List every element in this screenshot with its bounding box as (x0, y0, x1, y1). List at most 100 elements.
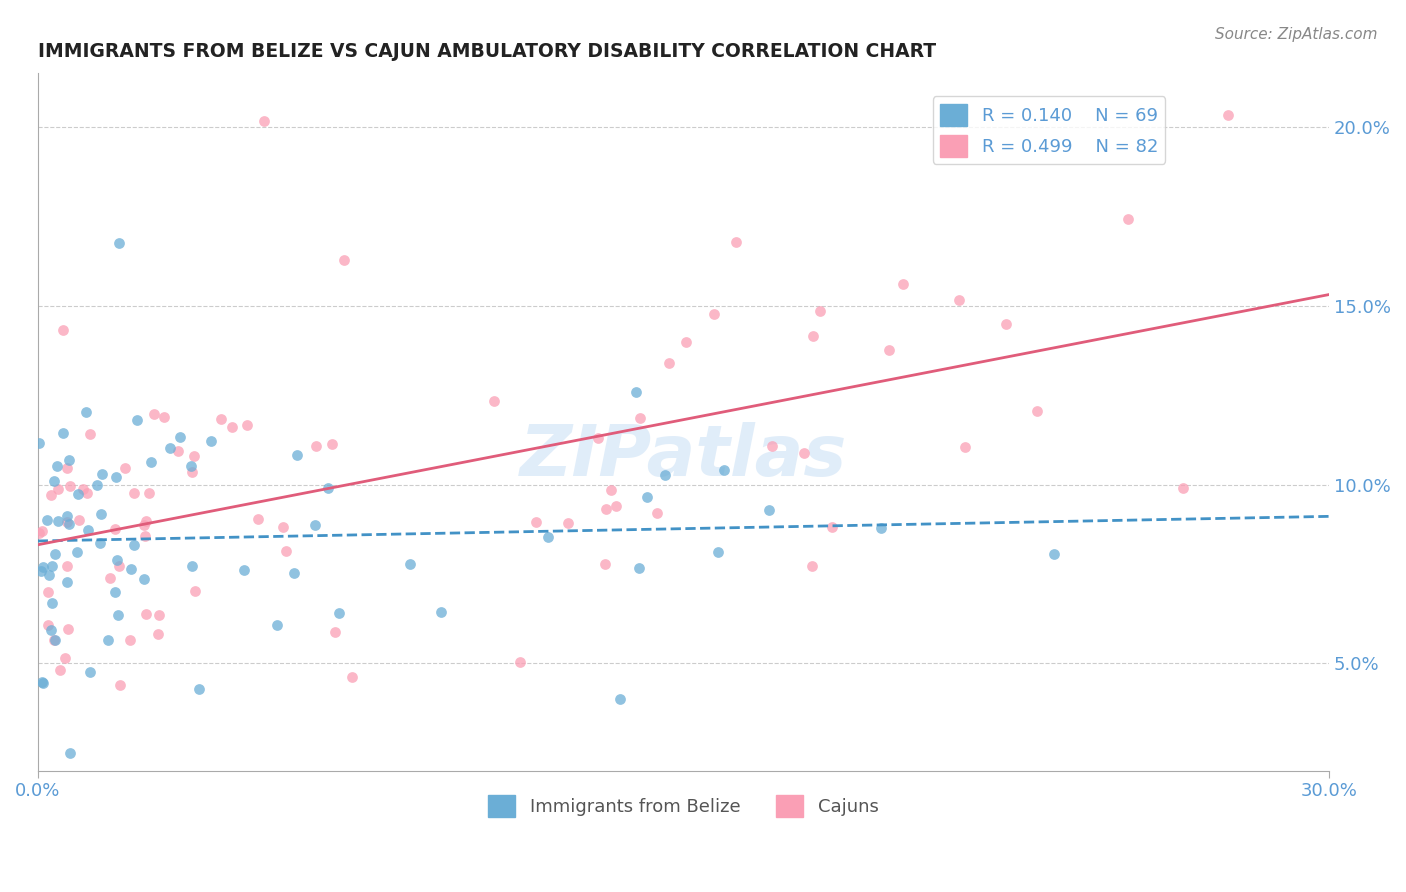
Point (142, 407, 165, 421)
Point (138, 485, 160, 500)
Point (132, 573, 155, 587)
Point (274, 544, 297, 558)
Point (658, 356, 681, 370)
Point (35, 513, 58, 527)
Point (1171, 481, 1194, 495)
Point (58, 516, 80, 531)
Point (181, 559, 204, 574)
Point (187, 682, 209, 697)
Point (52, 323, 75, 337)
Text: ZIPatlas: ZIPatlas (520, 423, 846, 491)
Point (626, 384, 648, 399)
Point (89, 536, 111, 550)
Point (134, 529, 156, 543)
Point (59, 479, 82, 493)
Point (107, 607, 129, 622)
Text: Source: ZipAtlas.com: Source: ZipAtlas.com (1215, 27, 1378, 42)
Point (283, 566, 305, 580)
Point (877, 343, 900, 357)
Point (90, 467, 112, 481)
Point (557, 516, 579, 531)
Point (44, 633, 66, 648)
Point (49, 663, 72, 677)
Point (266, 617, 288, 632)
Point (42, 633, 65, 648)
Point (304, 517, 326, 532)
Point (1025, 404, 1047, 418)
Point (118, 632, 141, 647)
Point (104, 522, 127, 536)
Point (209, 412, 232, 426)
Point (953, 440, 976, 454)
Point (600, 483, 623, 497)
Point (707, 544, 730, 558)
Point (28, 435, 51, 450)
Point (76, 485, 98, 500)
Point (180, 458, 202, 473)
Point (148, 607, 170, 622)
Point (56, 575, 79, 590)
Point (56, 460, 79, 475)
Point (803, 329, 825, 343)
Point (430, 605, 453, 619)
Point (139, 455, 162, 469)
Point (72, 482, 94, 496)
Point (1042, 548, 1064, 562)
Point (122, 538, 145, 552)
Point (67, 487, 90, 501)
Point (146, 627, 169, 641)
Point (135, 607, 157, 621)
Point (316, 481, 339, 495)
Point (79, 426, 101, 441)
Point (595, 502, 617, 516)
Point (38, 568, 60, 582)
Point (252, 114, 274, 128)
Point (328, 606, 350, 620)
Point (122, 485, 145, 500)
Point (105, 469, 128, 483)
Point (821, 520, 844, 534)
Point (97, 633, 120, 648)
Point (870, 520, 893, 534)
Point (948, 293, 970, 307)
Point (271, 520, 294, 534)
Point (724, 235, 747, 249)
Point (399, 558, 422, 572)
Point (628, 561, 651, 575)
Point (305, 439, 328, 453)
Point (110, 678, 132, 692)
Point (184, 584, 207, 599)
Point (56, 559, 79, 574)
Point (46, 482, 69, 496)
Point (593, 557, 616, 571)
Point (200, 434, 222, 448)
Point (342, 670, 364, 684)
Point (484, 394, 506, 409)
Point (79, 665, 101, 680)
Point (323, 624, 346, 639)
Point (586, 431, 609, 445)
Point (135, 514, 157, 528)
Point (104, 585, 127, 599)
Point (1216, 108, 1239, 122)
Point (56, 515, 79, 529)
Point (37, 617, 59, 632)
Point (45, 459, 67, 474)
Point (52, 425, 75, 440)
Point (108, 558, 131, 573)
Point (86, 478, 108, 492)
Text: IMMIGRANTS FROM BELIZE VS CAJUN AMBULATORY DISABILITY CORRELATION CHART: IMMIGRANTS FROM BELIZE VS CAJUN AMBULATO… (38, 42, 936, 61)
Point (31, 524, 53, 538)
Point (628, 411, 651, 425)
Point (233, 563, 256, 577)
Point (75, 405, 97, 419)
Point (183, 450, 205, 464)
Point (76, 523, 98, 537)
Point (159, 441, 181, 455)
Point (247, 512, 270, 526)
Point (31, 674, 53, 689)
Point (67, 513, 90, 527)
Point (509, 655, 531, 669)
Point (167, 444, 190, 458)
Point (39, 623, 62, 637)
